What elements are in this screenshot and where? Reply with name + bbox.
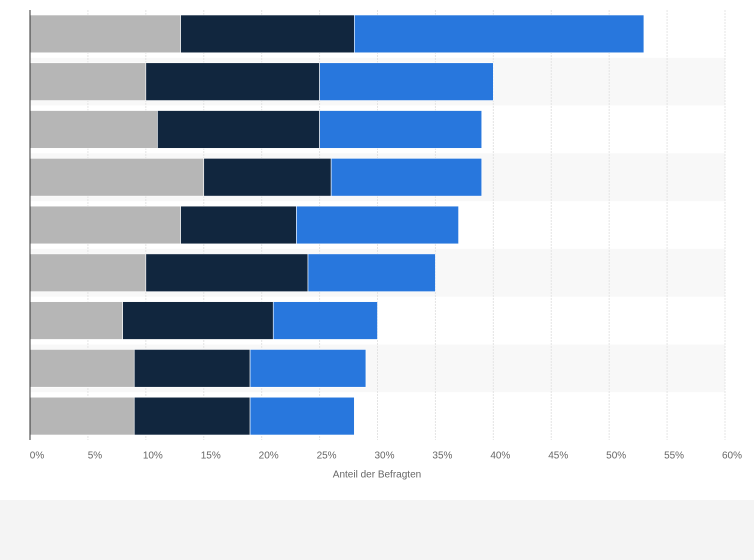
- bar-segment: [29, 396, 135, 436]
- bar-segment: [203, 158, 332, 197]
- bar-segment: [157, 110, 320, 149]
- bar-segment: [296, 205, 459, 245]
- bar-segment: [330, 158, 483, 197]
- bar-segment: [29, 253, 147, 292]
- bar-segment: [249, 396, 355, 436]
- bar-segment: [29, 158, 205, 197]
- bar-segment: [29, 110, 158, 149]
- x-axis-label: Anteil der Befragten: [333, 470, 421, 481]
- bar-segment: [272, 301, 378, 340]
- bar-segment: [319, 62, 494, 101]
- x-tick-label: 40%: [490, 451, 510, 462]
- bar-segment: [133, 349, 251, 388]
- bar-segment: [29, 14, 181, 54]
- bar-segment: [122, 301, 274, 340]
- x-tick-label: 15%: [201, 451, 221, 462]
- x-tick-label: 50%: [606, 451, 626, 462]
- bar-segment: [354, 14, 645, 54]
- x-tick-label: 35%: [432, 451, 452, 462]
- bar-segment: [180, 14, 355, 54]
- bar-segment: [145, 62, 320, 101]
- x-tick-label: 5%: [88, 451, 103, 462]
- x-tick-label: 30%: [374, 451, 394, 462]
- bar-segment: [29, 62, 147, 101]
- x-tick-label: 20%: [259, 451, 279, 462]
- x-tick-label: 10%: [143, 451, 163, 462]
- x-tick-label: 0%: [30, 451, 45, 462]
- x-tick-label: 60%: [722, 451, 742, 462]
- bar-segment: [133, 396, 251, 436]
- x-tick-label: 25%: [317, 451, 337, 462]
- bar-segment: [319, 110, 483, 149]
- bar-segment: [249, 349, 367, 388]
- bar-segment: [29, 301, 123, 340]
- bar-segment: [29, 349, 135, 388]
- bar-segment: [307, 253, 436, 292]
- bar-segment: [29, 205, 181, 245]
- x-tick-label: 45%: [548, 451, 568, 462]
- bar-segment: [145, 253, 309, 292]
- x-tick-label: 55%: [664, 451, 684, 462]
- bar-segment: [180, 205, 297, 245]
